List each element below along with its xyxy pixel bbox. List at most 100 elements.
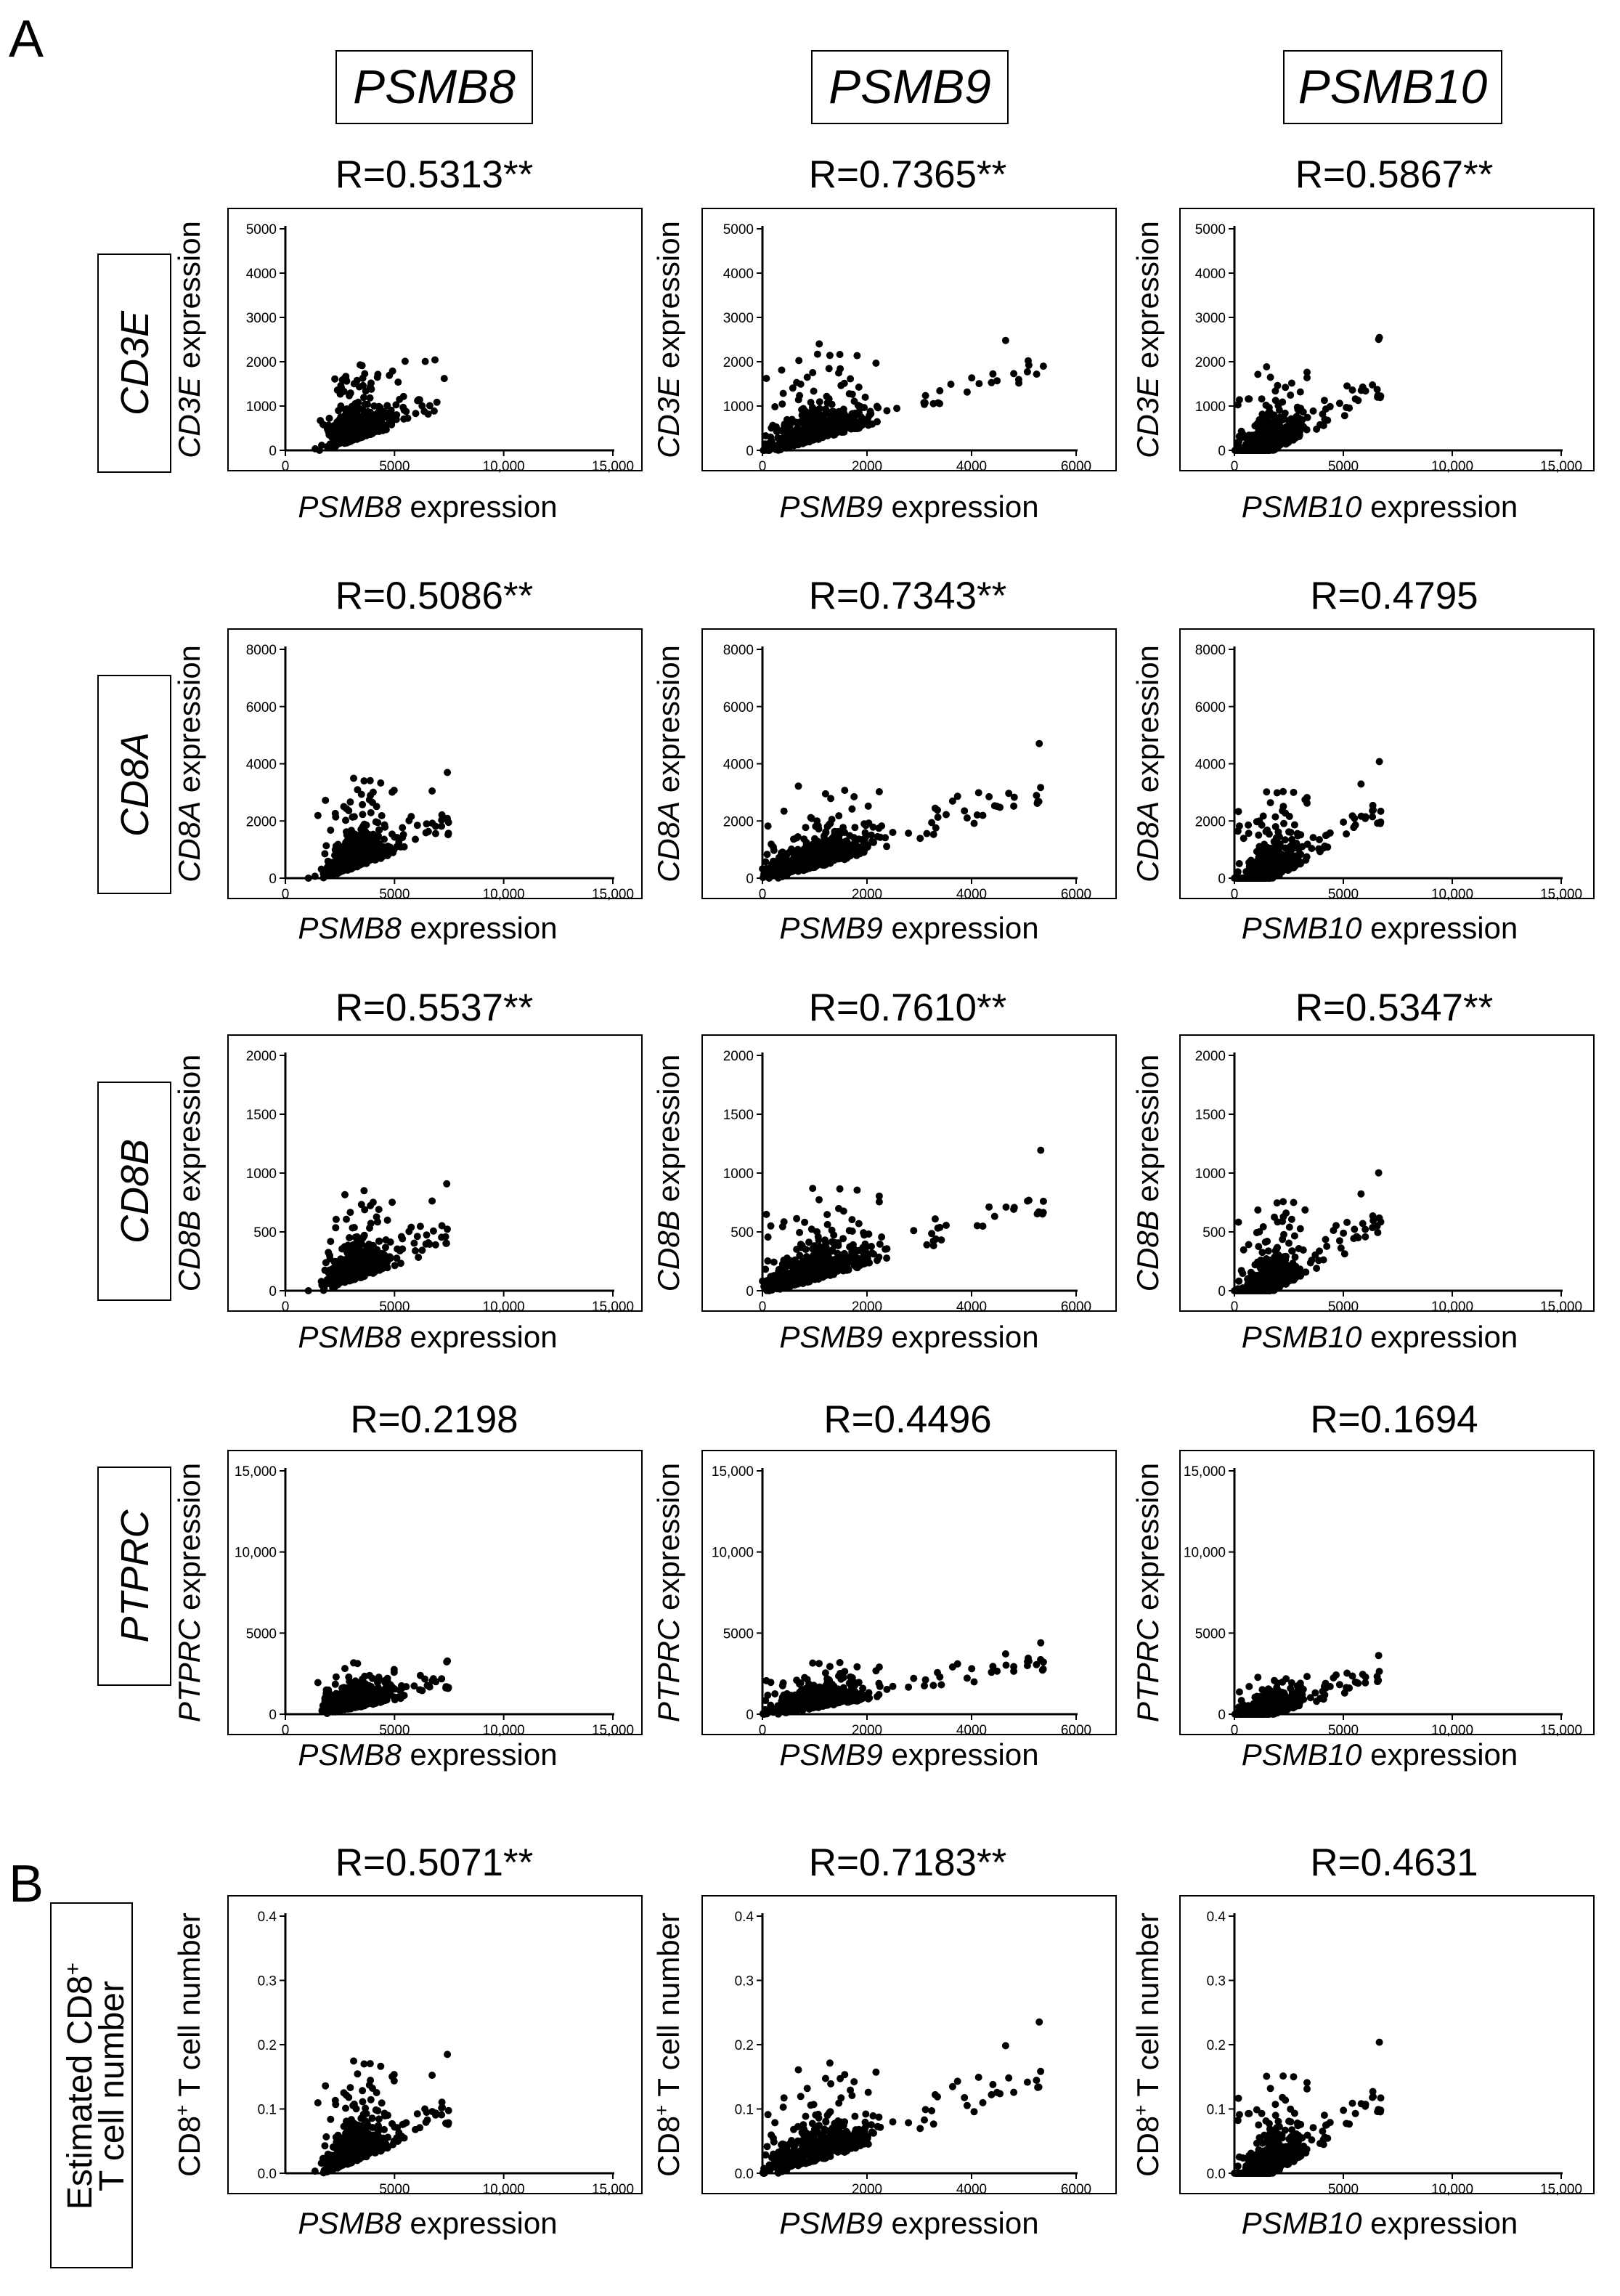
scatter-point xyxy=(810,387,818,395)
scatter-point xyxy=(851,837,859,845)
x-axis-suffix: expression xyxy=(402,490,558,524)
scatter-point xyxy=(979,1222,987,1230)
x-tick-label: 0 xyxy=(759,887,767,902)
scatter-point xyxy=(837,381,845,389)
scatter-point xyxy=(1361,813,1369,821)
x-axis-suffix: expression xyxy=(402,1737,558,1772)
scatter-point xyxy=(410,1682,418,1690)
scatter-point xyxy=(333,1258,341,1266)
scatter-point xyxy=(365,840,373,848)
y-axis-label: CD3E expression xyxy=(1131,221,1165,458)
y-axis-label: CD8B expression xyxy=(1131,1055,1165,1292)
y-tick-label: 2000 xyxy=(246,814,277,829)
scatter-point xyxy=(789,384,797,392)
scatter-point xyxy=(377,779,385,787)
scatter-point xyxy=(802,1257,810,1265)
scatter-point xyxy=(361,1689,368,1697)
row-header-cd8b: CD8B xyxy=(97,1082,171,1301)
scatter-point xyxy=(763,851,771,859)
x-tick-label: 0 xyxy=(282,1723,290,1738)
scatter-point xyxy=(910,1227,918,1235)
column-header-psmb10: PSMB10 xyxy=(1283,50,1502,124)
scatter-point xyxy=(431,829,439,837)
scatter-point xyxy=(948,1663,956,1671)
x-axis-gene: PSMB10 xyxy=(1242,1737,1362,1772)
scatter-point xyxy=(931,1215,939,1223)
scatter-point xyxy=(373,1213,380,1221)
scatter-point xyxy=(1361,1233,1369,1241)
scatter-point xyxy=(1290,1276,1298,1284)
scatter-point xyxy=(778,400,786,408)
y-tick-label: 2000 xyxy=(1195,355,1226,370)
scatter-point xyxy=(790,1703,798,1711)
scatter-point xyxy=(331,442,339,450)
scatter-point xyxy=(778,1682,786,1689)
scatter-point xyxy=(442,1683,450,1691)
scatter-point xyxy=(1234,1218,1242,1226)
scatter-point xyxy=(1277,1269,1285,1277)
scatter-point xyxy=(968,374,976,382)
scatter-point xyxy=(321,1697,329,1705)
scatter-point xyxy=(970,819,978,827)
scatter-point xyxy=(1340,412,1348,420)
scatter-point xyxy=(764,1233,772,1241)
row-header-label: PTPRC xyxy=(113,1509,157,1642)
y-tick-label: 5000 xyxy=(246,1626,277,1642)
y-axis-label: CD8A expression xyxy=(1131,645,1165,883)
scatter-point xyxy=(1266,1265,1274,1273)
scatter-point xyxy=(444,768,452,776)
scatter-point xyxy=(1308,1257,1316,1264)
scatter-point xyxy=(344,1684,352,1692)
scatter-point xyxy=(354,398,362,406)
scatter-point xyxy=(356,1273,364,1281)
scatter-point xyxy=(336,848,344,856)
scatter-point xyxy=(1266,873,1273,881)
scatter-point xyxy=(423,820,431,828)
scatter-point xyxy=(780,1218,788,1226)
scatter-point xyxy=(1258,431,1266,439)
scatter-point xyxy=(772,860,780,868)
scatter-point xyxy=(1287,845,1295,853)
scatter-point xyxy=(1258,395,1266,403)
scatter-point xyxy=(418,402,426,410)
row-header-label: CD3E xyxy=(113,310,157,415)
scatter-point xyxy=(856,1262,864,1270)
scatter-point xyxy=(1322,1236,1330,1244)
scatter-point xyxy=(1037,1146,1045,1154)
scatter-point xyxy=(1316,848,1324,856)
scatter-point xyxy=(795,357,803,365)
scatter-point xyxy=(805,843,813,851)
scatter-point xyxy=(973,811,981,819)
scatter-point xyxy=(1024,1658,1032,1666)
scatter-point xyxy=(910,1674,918,1682)
scatter-point xyxy=(429,1675,437,1683)
scatter-point xyxy=(1369,1217,1377,1225)
scatter-panel-cd8a-psmb10: 0 5000 10,000 15,00002000400060008000R=0.47… xyxy=(1131,575,1595,945)
scatter-point xyxy=(428,1197,436,1205)
correlation-title: R=0.7365** xyxy=(809,153,1007,196)
scatter-point xyxy=(1296,388,1304,396)
scatter-point xyxy=(847,375,855,383)
y-tick-label: 8000 xyxy=(723,643,754,658)
y-axis-gene: PTPRC xyxy=(1131,1618,1165,1722)
scatter-panel-cd3e-psmb9: 0 2000 4000 6000010002000300040005000R=0.73… xyxy=(651,153,1117,524)
scatter-point xyxy=(1039,1197,1047,1205)
x-axis-label: PSMB10 expression xyxy=(1242,490,1518,524)
scatter-point xyxy=(1263,1238,1271,1245)
scatter-point xyxy=(1319,421,1327,429)
scatter-point xyxy=(443,1180,451,1188)
scatter-point xyxy=(934,806,941,814)
scatter-point xyxy=(391,1262,399,1270)
scatter-point xyxy=(1295,1245,1303,1252)
scatter-point xyxy=(1258,870,1266,878)
scatter-point xyxy=(1276,840,1284,848)
scatter-point xyxy=(335,1703,343,1711)
scatter-point xyxy=(989,1663,997,1671)
y-tick-label: 10,000 xyxy=(1184,1546,1226,1561)
x-tick-label: 4000 xyxy=(956,1299,987,1315)
scatter-point xyxy=(399,392,407,400)
y-tick-label: 1000 xyxy=(1195,1167,1226,1182)
scatter-point xyxy=(1254,370,1262,378)
scatter-point xyxy=(373,426,380,434)
scatter-point xyxy=(421,357,429,365)
